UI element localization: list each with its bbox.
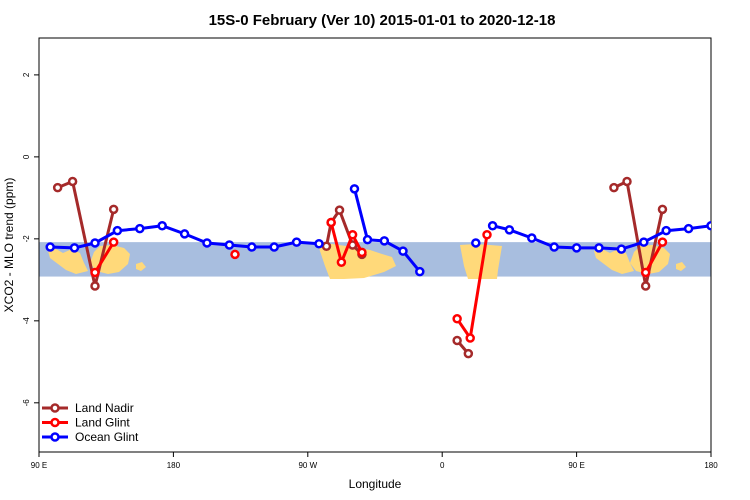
y-tick-label: -4 xyxy=(22,317,31,325)
ocean-glint-point xyxy=(683,223,694,234)
land-nadir-point xyxy=(622,176,632,187)
land-nadir-point xyxy=(609,182,619,193)
land-glint-point xyxy=(108,237,119,247)
ocean-glint-point xyxy=(157,220,167,231)
y-axis: 2 0 -2 -4 -6 xyxy=(22,72,39,406)
ocean-glint-point xyxy=(112,225,123,236)
series-ocean-glint xyxy=(45,184,711,277)
legend-item-ocean-glint: Ocean Glint xyxy=(42,430,139,444)
ocean-glint-point xyxy=(45,242,55,252)
ocean-glint-point xyxy=(661,225,671,236)
land-glint-line xyxy=(644,241,664,274)
land-glint-point xyxy=(326,217,336,228)
land-nadir-line xyxy=(613,180,664,288)
land-glint-point xyxy=(90,267,100,278)
land-glint-point xyxy=(357,247,367,258)
land-nadir-point xyxy=(452,335,462,346)
land-nadir-point xyxy=(321,241,332,251)
ocean-glint-point xyxy=(527,233,537,243)
ocean-glint-point xyxy=(314,239,324,249)
legend-item-land-nadir: Land Nadir xyxy=(42,401,134,415)
ocean-glint-point xyxy=(135,223,145,234)
ocean-glint-point xyxy=(291,237,302,247)
land-nadir-point xyxy=(52,182,63,193)
land-nadir-point xyxy=(640,281,651,291)
land-glint-point xyxy=(347,230,358,240)
land-glint-point xyxy=(482,230,492,240)
series-land-glint xyxy=(90,217,668,343)
series-layer xyxy=(45,176,711,359)
land-area-africa xyxy=(460,244,502,279)
x-tick-label: 90 E xyxy=(568,461,584,470)
legend-label: Land Glint xyxy=(75,416,130,430)
legend-swatch-point xyxy=(50,417,60,428)
x-tick-label: 180 xyxy=(704,461,718,470)
legend-label: Ocean Glint xyxy=(75,430,139,444)
ocean-glint-point xyxy=(247,242,257,252)
ocean-glint-point xyxy=(639,237,649,247)
x-tick-label: 90 E xyxy=(31,461,47,470)
y-tick-label: -6 xyxy=(22,399,31,407)
land-glint-line xyxy=(93,241,115,274)
ocean-glint-point xyxy=(594,243,604,253)
land-nadir-point xyxy=(67,176,78,187)
land-nadir-point xyxy=(108,204,119,215)
ocean-glint-point xyxy=(379,236,390,246)
land-glint-line xyxy=(329,222,364,264)
land-nadir-point xyxy=(90,281,100,291)
y-tick-label: -2 xyxy=(22,235,31,243)
legend-item-land-glint: Land Glint xyxy=(42,416,130,430)
ocean-glint-point xyxy=(616,244,627,254)
ocean-glint-point xyxy=(269,242,279,252)
ocean-glint-point xyxy=(362,234,373,245)
land-nadir-line xyxy=(57,180,116,288)
land-nadir-point xyxy=(463,348,474,359)
ocean-glint-point xyxy=(706,220,711,231)
x-tick-label: 0 xyxy=(440,461,445,470)
legend-label: Land Nadir xyxy=(75,401,134,415)
ocean-glint-point xyxy=(549,242,559,252)
legend-swatch-point xyxy=(50,432,60,442)
ocean-glint-point xyxy=(69,243,80,253)
land-nadir-point xyxy=(334,205,345,215)
legend-swatch-point xyxy=(50,403,60,413)
x-axis: 90 E 180 90 W 0 90 E 180 xyxy=(31,452,718,470)
ocean-glint-point xyxy=(202,238,212,248)
x-tick-label: 180 xyxy=(167,461,181,470)
x-tick-label: 90 W xyxy=(298,461,317,470)
ocean-glint-point xyxy=(224,240,235,250)
y-axis-label: XCO2 - MLO trend (ppm) xyxy=(2,178,16,313)
land-glint-point xyxy=(465,333,475,343)
ocean-glint-point xyxy=(398,246,408,256)
land-glint-point xyxy=(452,314,462,324)
land-glint-point xyxy=(230,249,240,260)
ocean-glint-point xyxy=(571,243,582,253)
ocean-glint-point xyxy=(90,238,100,248)
ocean-glint-point xyxy=(504,225,515,235)
ocean-glint-point xyxy=(179,229,190,239)
land-nadir-point xyxy=(657,204,668,215)
ocean-glint-point xyxy=(487,220,498,231)
land-glint-point xyxy=(640,267,651,278)
ocean-glint-point xyxy=(471,238,481,248)
y-tick-label: 0 xyxy=(22,154,31,159)
y-tick-label: 2 xyxy=(22,72,31,77)
ocean-glint-point xyxy=(349,184,360,194)
land-area-australia xyxy=(48,245,146,274)
land-glint-point xyxy=(336,257,347,267)
land-glint-point xyxy=(657,237,668,247)
chart-title: 15S-0 February (Ver 10) 2015-01-01 to 20… xyxy=(209,12,556,29)
ocean-glint-point xyxy=(415,266,425,277)
plot-frame xyxy=(38,37,712,453)
x-axis-label: Longitude xyxy=(349,477,402,491)
